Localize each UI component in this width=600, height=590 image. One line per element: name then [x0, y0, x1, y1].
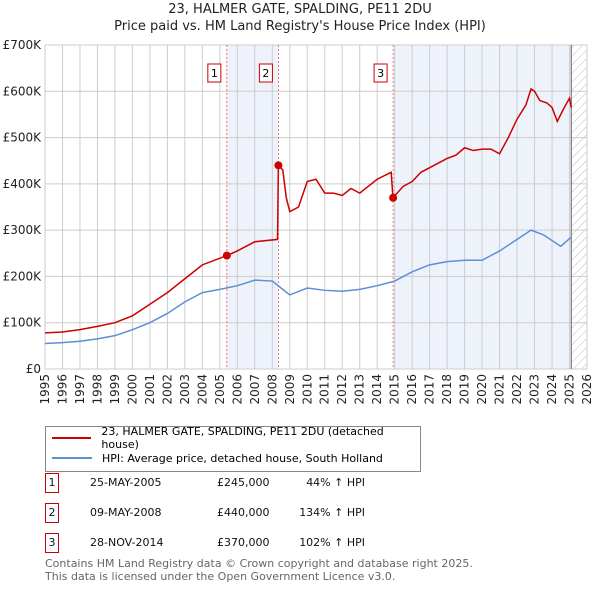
x-tick-label: 2000 [125, 374, 139, 405]
sale-row: 3 28-NOV-2014 £370,000 102% ↑ HPI [45, 533, 445, 553]
sale-date: 28-NOV-2014 [90, 536, 164, 549]
x-tick-label: 2010 [300, 374, 314, 405]
footer-line: This data is licensed under the Open Gov… [45, 570, 396, 583]
y-tick-label: £400K [3, 177, 43, 191]
x-tick-label: 2017 [423, 374, 437, 405]
y-tick-label: £100K [3, 316, 43, 330]
x-tick-label: 2021 [493, 374, 507, 405]
x-tick-label: 1998 [90, 374, 104, 405]
x-tick-label: 2012 [335, 374, 349, 405]
sale-marker-box: 2 [45, 503, 59, 523]
x-tick-label: 2009 [283, 374, 297, 405]
x-tick-label: 1999 [108, 374, 122, 405]
sale-hpi-change: 102% ↑ HPI [299, 536, 365, 549]
sale-price: £245,000 [217, 476, 270, 489]
x-tick-label: 2003 [178, 374, 192, 405]
x-tick-label: 2004 [195, 374, 209, 405]
sale-marker-box: 1 [45, 473, 59, 493]
sale-point [389, 193, 398, 202]
legend: 23, HALMER GATE, SPALDING, PE11 2DU (det… [45, 425, 421, 472]
y-tick-label: £700K [3, 38, 43, 52]
x-tick-label: 2006 [230, 374, 244, 405]
sale-date: 25-MAY-2005 [90, 476, 162, 489]
x-tick-label: 2014 [370, 374, 384, 405]
legend-label: HPI: Average price, detached house, Sout… [102, 451, 383, 465]
y-tick-label: £200K [3, 269, 43, 283]
sale-row: 2 09-MAY-2008 £440,000 134% ↑ HPI [45, 503, 445, 523]
sale-label: 2 [262, 67, 269, 80]
x-tick-label: 2024 [545, 374, 559, 405]
x-tick-label: 2008 [265, 374, 279, 405]
chart-title: 23, HALMER GATE, SPALDING, PE11 2DU [168, 2, 432, 17]
x-tick-label: 2005 [213, 374, 227, 405]
y-tick-label: £500K [3, 131, 43, 145]
shaded-period [226, 45, 279, 369]
legend-item-hpi: HPI: Average price, detached house, Sout… [46, 449, 383, 467]
hpi-line [44, 229, 572, 345]
y-tick-label: £0 [26, 362, 41, 376]
x-tick-label: 1997 [73, 374, 87, 405]
future-hatch [571, 45, 587, 369]
sale-hpi-change: 134% ↑ HPI [299, 506, 365, 519]
property-price-line [44, 87, 573, 334]
footer-attribution: Contains HM Land Registry data © Crown c… [45, 557, 473, 583]
price-chart: 1995 1996 1997 1998 1999 2000 2001 2002 2003 2004… [3, 38, 594, 405]
x-tick-label: 2025 [563, 374, 577, 405]
sale-date: 09-MAY-2008 [90, 506, 162, 519]
x-tick-label: 2018 [440, 374, 454, 405]
x-tick-label: 2026 [580, 374, 594, 405]
x-tick-label: 2013 [353, 374, 367, 405]
x-tick-label: 1995 [38, 374, 52, 405]
sale-label-box [207, 63, 222, 83]
x-tick-label: 2001 [143, 374, 157, 405]
x-tick-label: 2002 [160, 374, 174, 405]
chart-subtitle: Price paid vs. HM Land Registry's House … [114, 19, 486, 34]
x-tick-label: 2020 [475, 374, 489, 405]
sale-hpi-change: 44% ↑ HPI [306, 476, 365, 489]
x-tick-label: 2015 [388, 374, 402, 405]
x-tick-label: 2011 [318, 374, 332, 405]
sale-marker-box: 3 [45, 533, 59, 553]
sale-label: 1 [211, 67, 218, 80]
x-tick-label: 2016 [405, 374, 419, 405]
sale-label-box [373, 63, 388, 83]
sale-price: £370,000 [217, 536, 270, 549]
footer-line: Contains HM Land Registry data © Crown c… [45, 557, 473, 570]
sale-price: £440,000 [217, 506, 270, 519]
sale-label: 3 [377, 67, 384, 80]
x-tick-label: 2022 [510, 374, 524, 405]
sale-label-box [258, 63, 273, 83]
x-tick-label: 1996 [55, 374, 69, 405]
x-tick-label: 2007 [248, 374, 262, 405]
legend-label: 23, HALMER GATE, SPALDING, PE11 2DU (det… [101, 425, 384, 451]
x-tick-label: 2019 [458, 374, 472, 405]
x-tick-label: 2023 [528, 374, 542, 405]
sale-row: 1 25-MAY-2005 £245,000 44% ↑ HPI [45, 473, 445, 493]
y-tick-label: £300K [3, 223, 43, 237]
sale-point [274, 161, 283, 170]
sale-point [222, 251, 231, 260]
legend-item-property: 23, HALMER GATE, SPALDING, PE11 2DU (det… [46, 425, 420, 451]
y-tick-label: £600K [3, 84, 43, 98]
